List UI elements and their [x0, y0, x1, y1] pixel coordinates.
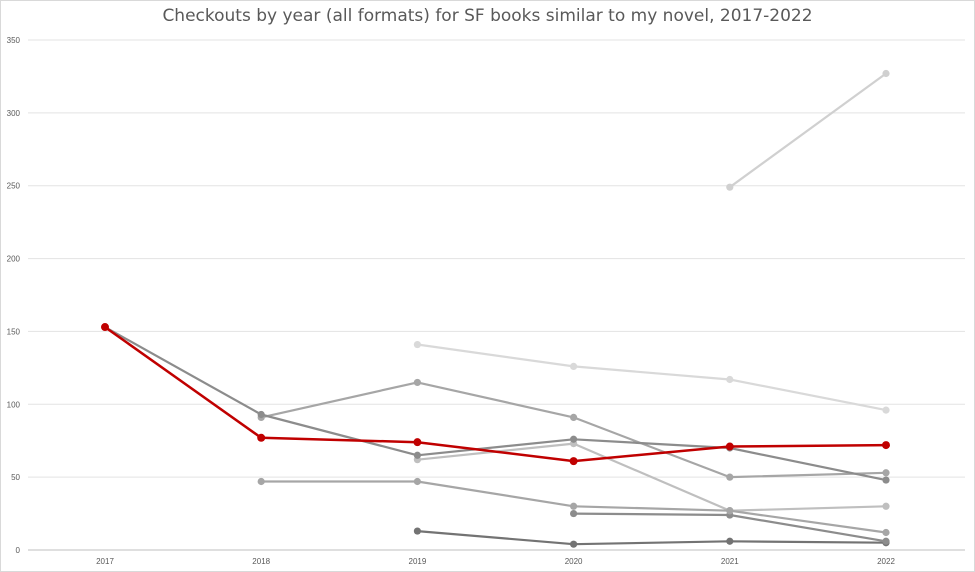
data-point	[413, 477, 421, 486]
x-tick-label: 2020	[565, 557, 583, 566]
y-tick-label: 300	[7, 109, 21, 118]
y-tick-label: 0	[16, 546, 21, 555]
series-line	[416, 529, 888, 546]
y-tick-label: 250	[7, 182, 21, 191]
series-2	[101, 323, 890, 484]
series-4	[257, 477, 890, 537]
data-point	[882, 441, 890, 450]
data-point	[882, 476, 890, 484]
data-point	[725, 442, 734, 451]
data-point	[882, 537, 890, 545]
x-tick-label: 2021	[721, 557, 739, 566]
data-point	[257, 433, 266, 442]
data-point	[257, 410, 265, 419]
data-point	[726, 473, 734, 481]
y-axis-ticks: 0 50 100 150 200 250 300 350	[7, 36, 21, 555]
series-6	[413, 340, 890, 414]
data-point	[413, 527, 421, 535]
data-point	[882, 502, 890, 510]
data-point	[413, 451, 421, 459]
data-point	[726, 183, 734, 191]
x-tick-label: 2022	[877, 557, 895, 566]
series-1	[101, 323, 890, 466]
data-point	[570, 435, 578, 443]
x-tick-label: 2018	[252, 557, 270, 566]
series-line	[416, 343, 888, 412]
data-point	[882, 528, 890, 537]
data-point	[726, 537, 734, 545]
data-point	[570, 509, 578, 518]
chart-title: Checkouts by year (all formats) for SF b…	[162, 6, 813, 26]
data-point	[569, 457, 578, 466]
data-point	[257, 477, 265, 486]
data-point	[413, 378, 421, 387]
data-point	[570, 540, 578, 548]
y-tick-label: 200	[7, 255, 21, 264]
data-point	[570, 413, 578, 421]
data-point	[570, 502, 578, 510]
y-tick-label: 350	[7, 36, 21, 45]
y-tick-label: 100	[7, 400, 21, 409]
data-point	[882, 69, 890, 78]
x-axis-ticks: 2017 2018 2019 2020 2021 2022	[96, 557, 895, 566]
series-line	[728, 72, 888, 189]
x-tick-label: 2017	[96, 557, 114, 566]
data-point	[413, 340, 421, 349]
data-point	[413, 438, 422, 447]
data-point	[882, 469, 890, 477]
data-point	[882, 406, 890, 414]
data-point	[726, 507, 734, 515]
y-tick-label: 50	[11, 473, 20, 482]
series-line	[103, 325, 888, 463]
y-tick-label: 150	[7, 327, 21, 336]
data-point	[726, 375, 734, 384]
series-line	[103, 326, 888, 482]
series-3	[257, 378, 890, 481]
gridlines	[28, 39, 965, 551]
data-point	[570, 362, 578, 370]
x-tick-label: 2019	[409, 557, 427, 566]
data-point	[101, 323, 109, 332]
series-7	[726, 69, 890, 191]
series-group	[101, 69, 890, 548]
